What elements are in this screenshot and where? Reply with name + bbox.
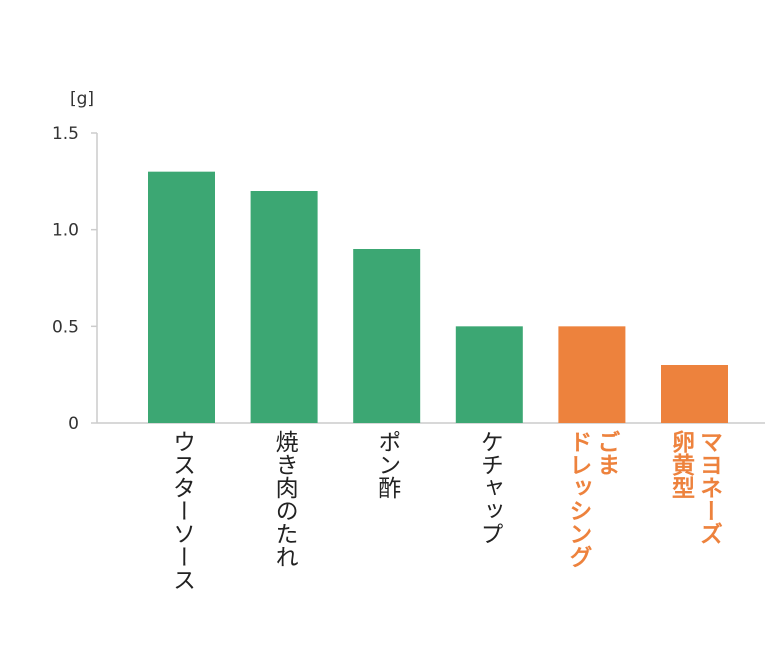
y-tick-label: 1.0: [52, 221, 79, 241]
category-label: ポン酢: [374, 430, 401, 499]
y-tick-label: 1.5: [52, 124, 79, 144]
bar: [148, 171, 215, 423]
bar: [353, 249, 421, 423]
category-label: ごま: [593, 430, 619, 476]
category-label: ケチャップ: [476, 430, 503, 545]
bar: [661, 365, 728, 423]
category-label: 卵黄型: [668, 430, 696, 499]
bar: [455, 326, 523, 423]
bar: [558, 326, 626, 423]
category-label: マヨネーズ: [696, 430, 723, 545]
bar: [250, 191, 318, 423]
y-axis-ticks: 0 0.5 1.0 1.5: [52, 124, 97, 434]
category-label: ウスターソース: [169, 430, 195, 591]
y-axis-unit-label: [g]: [70, 89, 94, 109]
category-label: 焼き肉のたれ: [271, 430, 299, 568]
y-tick-label: 0: [68, 414, 79, 434]
category-label: ドレッシング: [565, 430, 592, 568]
bars: [148, 171, 728, 423]
y-tick-label: 0.5: [52, 317, 79, 337]
